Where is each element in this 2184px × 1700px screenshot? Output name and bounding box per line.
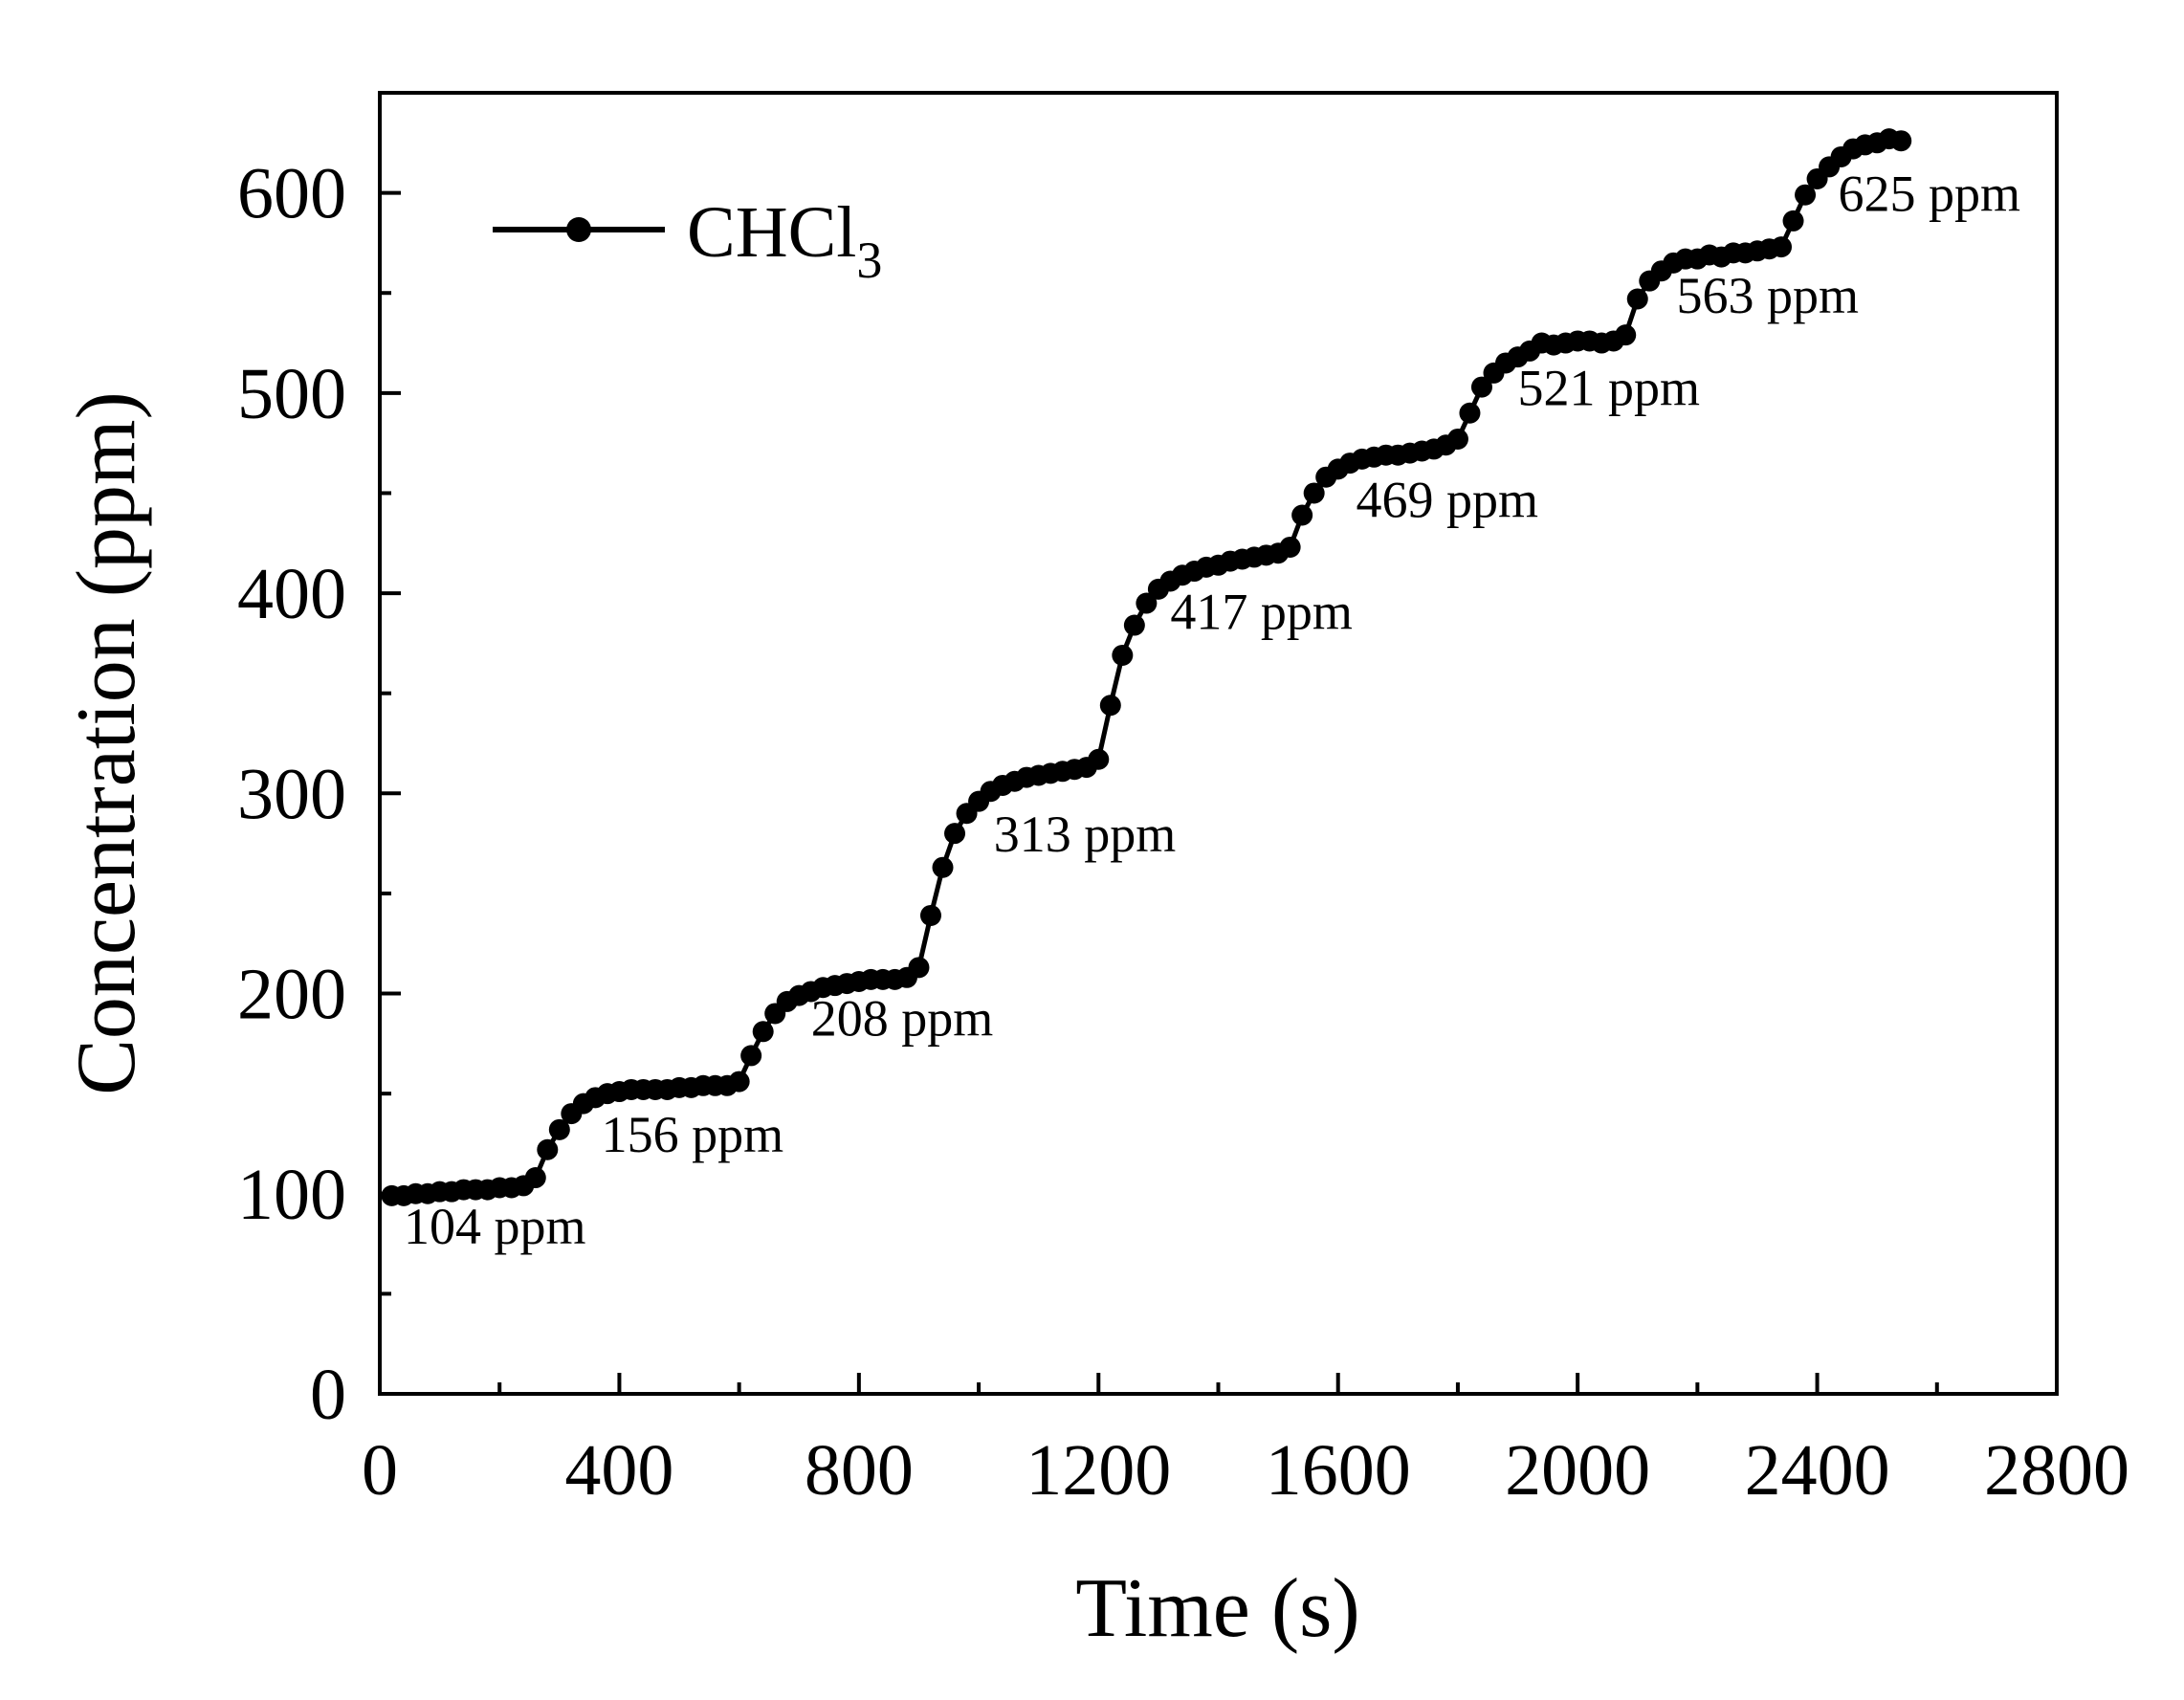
y-tick-label: 500	[237, 354, 346, 434]
x-axis-title: Time (s)	[1075, 1562, 1359, 1655]
y-tick-label: 600	[237, 154, 346, 234]
data-point	[524, 1167, 546, 1189]
data-point	[1303, 482, 1325, 504]
axis-ticks	[378, 190, 2059, 1396]
data-point	[1279, 536, 1301, 558]
annotation-label: 156 ppm	[602, 1106, 784, 1163]
annotation-label: 563 ppm	[1676, 267, 1859, 324]
data-point	[919, 904, 941, 926]
x-tick-label: 1600	[1266, 1430, 1411, 1511]
annotation-label: 104 ppm	[404, 1198, 586, 1255]
data-point	[908, 957, 930, 979]
data-point	[1626, 288, 1648, 310]
x-tick-label: 1200	[1026, 1430, 1171, 1511]
data-point	[1470, 376, 1492, 398]
y-tick-label: 0	[310, 1355, 346, 1435]
legend-label-sub: 3	[856, 232, 882, 289]
x-tick-label: 2000	[1505, 1430, 1650, 1511]
x-tick-label: 2800	[1984, 1430, 2129, 1511]
data-point	[1459, 402, 1481, 424]
data-point	[728, 1071, 750, 1093]
data-point	[1123, 614, 1145, 636]
data-point	[1795, 184, 1817, 206]
x-tick-label: 400	[564, 1430, 673, 1511]
data-point	[1771, 236, 1793, 258]
data-point	[1291, 504, 1313, 526]
data-point	[1112, 644, 1134, 666]
data-point	[1088, 748, 1110, 770]
series-layer	[381, 128, 1912, 1206]
data-point	[1099, 695, 1121, 717]
legend-label-main: CHCl	[687, 192, 856, 273]
annotation-label: 625 ppm	[1838, 165, 2020, 222]
legend-label: CHCl3	[687, 192, 882, 289]
series-line	[391, 136, 1902, 1199]
annotation-label: 313 ppm	[994, 806, 1177, 863]
axis-tick-labels: 0 400 800 1200 1600 2000 2400 2800 0 100 200 300 400…	[237, 154, 2129, 1511]
annotation-label: 521 ppm	[1518, 359, 1701, 416]
legend-marker	[566, 217, 591, 242]
data-point	[932, 856, 954, 878]
data-point	[1136, 592, 1158, 614]
data-point	[1890, 130, 1912, 152]
annotation-label: 469 ppm	[1356, 472, 1538, 529]
x-tick-label: 0	[362, 1430, 398, 1511]
annotation-label: 417 ppm	[1170, 584, 1353, 641]
annotation-label: 208 ppm	[811, 989, 994, 1047]
legend: CHCl3	[493, 192, 882, 289]
y-tick-label: 200	[237, 955, 346, 1035]
x-tick-label: 800	[805, 1430, 914, 1511]
data-point	[752, 1021, 774, 1043]
x-tick-label: 2400	[1745, 1430, 1890, 1511]
data-point	[740, 1045, 762, 1067]
data-point	[944, 823, 966, 845]
y-axis-title: Concentration (ppm)	[60, 391, 153, 1095]
y-tick-label: 400	[237, 554, 346, 634]
data-point	[548, 1118, 570, 1140]
y-tick-label: 100	[237, 1155, 346, 1235]
y-tick-label: 300	[237, 754, 346, 834]
data-point	[537, 1138, 559, 1160]
data-point	[1782, 210, 1804, 232]
data-point	[1446, 428, 1468, 450]
data-point	[1615, 324, 1637, 346]
